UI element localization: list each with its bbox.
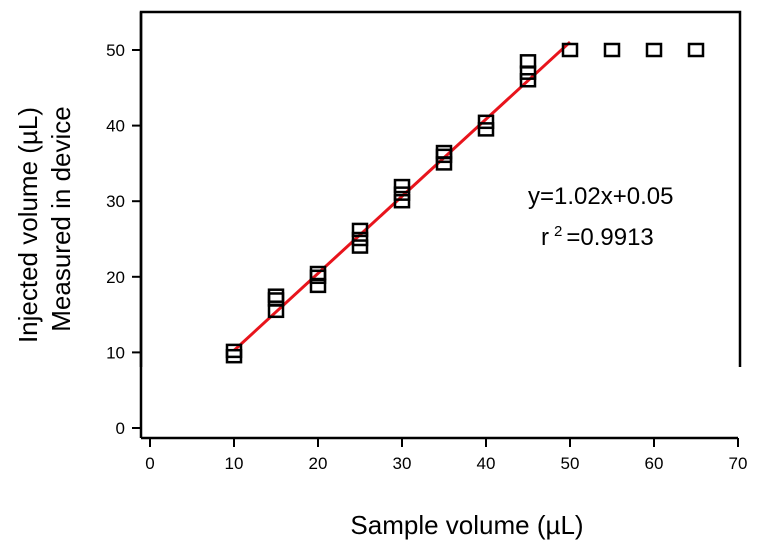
data-point <box>603 42 621 58</box>
x-tick-label: 50 <box>561 454 580 473</box>
data-point <box>519 54 537 69</box>
data-point <box>645 42 663 58</box>
data-point <box>477 114 495 130</box>
x-tick-label: 20 <box>309 454 328 473</box>
x-tick-label: 30 <box>393 454 412 473</box>
y-tick-label: 20 <box>106 268 125 287</box>
data-point <box>561 42 579 58</box>
y-axis-title-line2: Measured in device <box>46 106 76 331</box>
data-point <box>351 231 369 247</box>
y-tick-label: 40 <box>106 117 125 136</box>
data-point <box>351 239 369 254</box>
data-point <box>687 42 705 58</box>
equation-annotation: y=1.02x+0.05 <box>528 183 673 210</box>
y-axis-title-line1: Injected volume (µL) <box>13 107 43 343</box>
x-ticks: 0 10 20 30 40 50 60 70 <box>145 438 747 473</box>
x-axis-title: Sample volume (µL) <box>350 510 583 540</box>
r-squared-annotation: r 2 =0.9913 <box>541 223 654 251</box>
data-point <box>267 288 285 303</box>
x-tick-label: 60 <box>645 454 664 473</box>
y-tick-label: 10 <box>106 343 125 362</box>
data-point <box>477 122 495 137</box>
y-tick-label: 30 <box>106 192 125 211</box>
data-point <box>351 222 369 238</box>
data-point <box>393 186 411 201</box>
x-tick-label: 10 <box>225 454 244 473</box>
data-point <box>519 72 537 88</box>
data-points <box>225 42 705 364</box>
y-tick-label: 0 <box>116 419 125 438</box>
x-tick-label: 40 <box>477 454 496 473</box>
data-point <box>393 193 411 209</box>
data-point <box>435 144 453 160</box>
y-ticks: 0 10 20 30 40 50 <box>106 41 141 438</box>
data-point <box>393 178 411 194</box>
y-tick-label: 50 <box>106 41 125 60</box>
data-point <box>225 343 243 359</box>
x-tick-label: 0 <box>145 454 154 473</box>
x-tick-label: 70 <box>729 454 748 473</box>
data-point <box>309 265 327 281</box>
